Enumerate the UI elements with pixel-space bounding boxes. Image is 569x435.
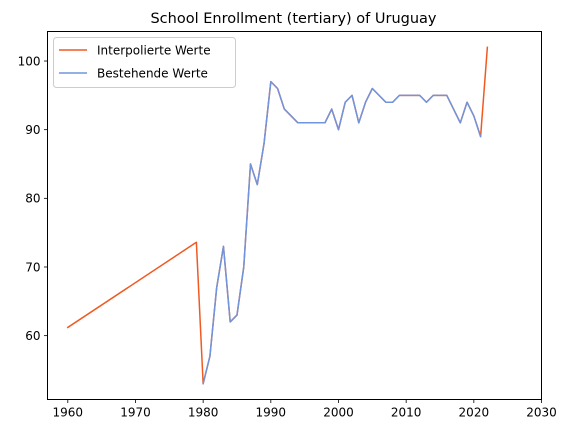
x-tick-label-1970: 1970	[120, 406, 151, 420]
y-tick-label-60: 60	[25, 329, 40, 343]
axes-frame	[47, 31, 542, 400]
y-axis: 60 70 80 90 100	[18, 54, 48, 343]
x-tick-label-2000: 2000	[323, 406, 354, 420]
plot-area	[66, 46, 489, 385]
y-tick-label-80: 80	[25, 192, 40, 206]
x-tick-label-2030: 2030	[526, 406, 557, 420]
series-line-1	[202, 80, 482, 385]
x-tick-label-1980: 1980	[188, 406, 219, 420]
legend-label-interpolated: Interpolierte Werte	[97, 44, 211, 58]
y-tick-label-70: 70	[25, 260, 40, 274]
legend-label-existing: Bestehende Werte	[97, 67, 208, 81]
series-line-0	[66, 46, 489, 385]
chart-title: School Enrollment (tertiary) of Uruguay	[150, 11, 436, 27]
legend-box	[53, 37, 236, 88]
x-tick-label-2020: 2020	[459, 406, 490, 420]
y-tick-label-90: 90	[25, 123, 40, 137]
y-tick-label-100: 100	[18, 54, 41, 68]
x-tick-label-2010: 2010	[391, 406, 422, 420]
x-tick-label-1990: 1990	[256, 406, 287, 420]
x-axis: 1960 1970 1980 1990 2000 2010 2020 2030	[53, 399, 557, 420]
x-tick-label-1960: 1960	[53, 406, 84, 420]
legend: Interpolierte Werte Bestehende Werte	[53, 37, 236, 88]
